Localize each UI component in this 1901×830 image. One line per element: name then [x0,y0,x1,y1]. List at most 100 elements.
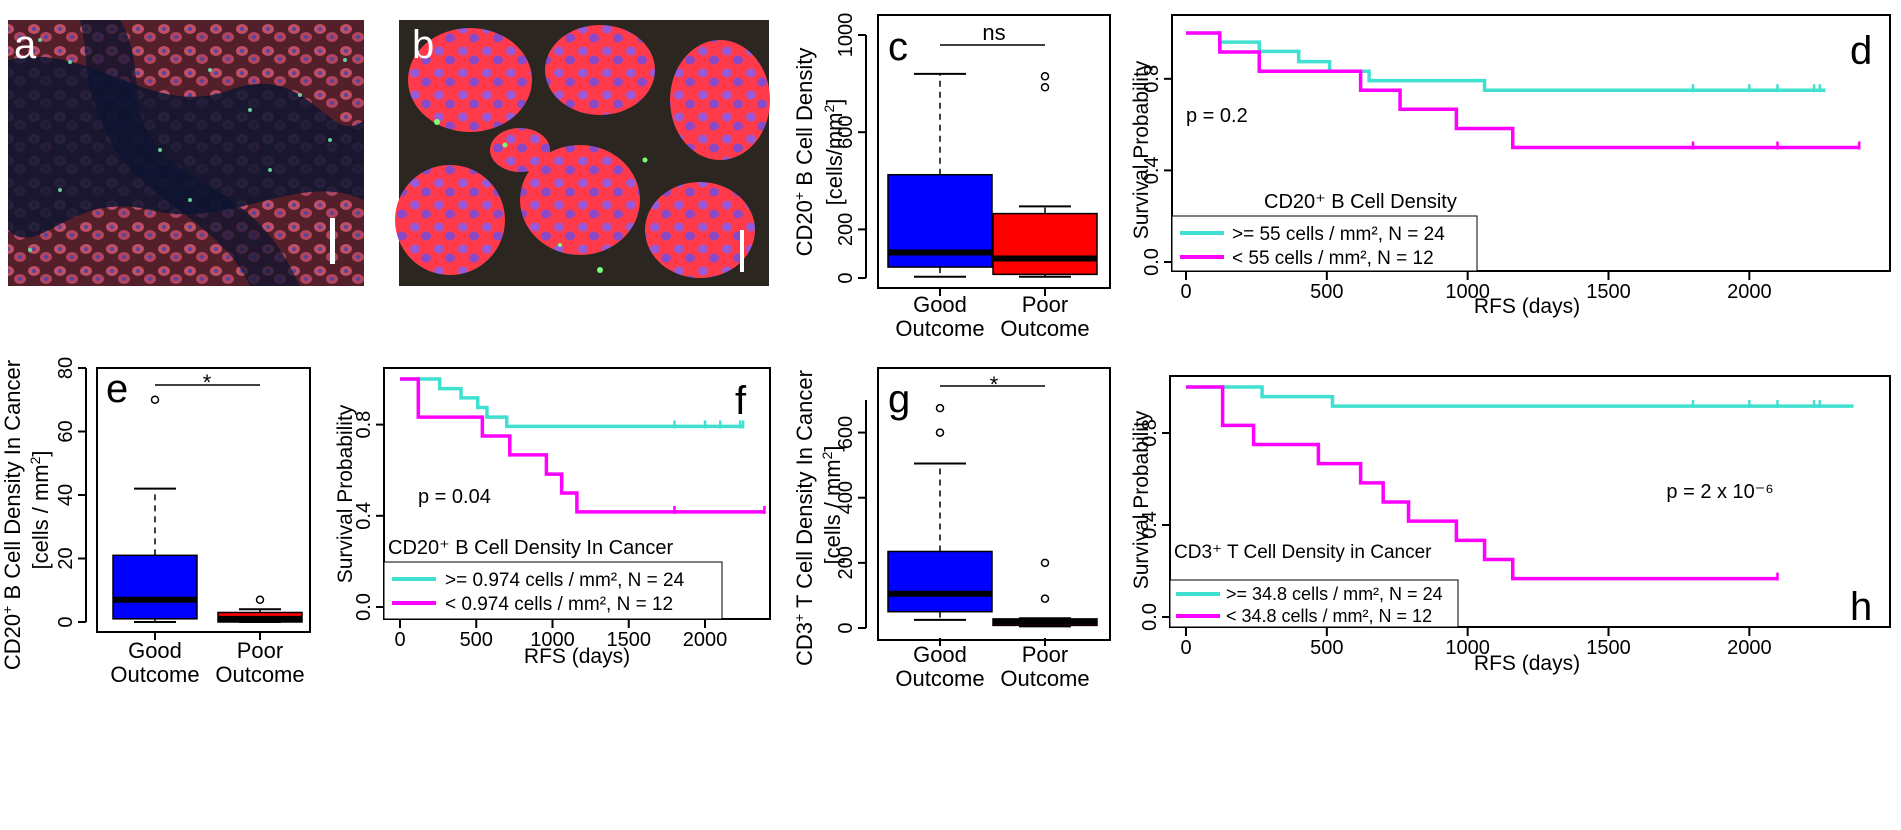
panel-h-xtick-label: 1500 [1586,637,1631,659]
panel-d-survival: d p = 0.2 CD20⁺ B Cell Density >= 55 cel… [1130,14,1891,318]
panel-c-ylabel-2: [cells/mm2] [821,99,847,206]
panel-e-category-label: Outcome [110,662,199,687]
panel-h-ytick-label: 0.4 [1139,511,1161,539]
panel-c-category-label: Good [913,292,967,317]
panel-f-xtick-label: 2000 [683,629,728,651]
panel-h-ytick-label: 0.8 [1139,419,1161,447]
panel-f-legend-2: < 0.974 cells / mm², N = 12 [445,594,673,615]
panel-e-letter: e [106,367,128,411]
panel-h-ytick-label: 0.0 [1139,603,1161,631]
panel-e-ytick-label: 80 [55,357,77,379]
panel-f-xtick-label: 1500 [607,629,652,651]
panel-e-box-good [112,554,198,620]
panel-h-curve-low [1186,385,1778,581]
panel-c-significance: ns [982,20,1005,45]
panel-d-xtick-label: 2000 [1727,281,1772,303]
panel-f-pvalue: p = 0.04 [418,486,491,508]
panel-h-xtick-label: 500 [1310,637,1343,659]
panel-h-legend-box [1169,579,1459,628]
panel-a-letter: a [14,23,37,67]
panel-f-xtick-label: 1000 [530,629,575,651]
panel-g-ytick-label: 600 [835,416,857,449]
panel-h-xlabel: RFS (days) [1474,652,1580,675]
panel-c-ytick-label: 0 [835,272,857,283]
panel-a-micrograph: a [8,20,364,286]
panel-d-xtick-label: 0 [1180,281,1191,303]
panel-g-ytick-label: 200 [835,546,857,579]
panel-g-outlier [1040,558,1050,568]
panel-d-pvalue: p = 0.2 [1186,105,1248,127]
panel-e-category-label: Good [128,638,182,663]
panel-c-category-label: Outcome [1000,316,1089,341]
panel-e-category-label: Poor [237,638,283,663]
panel-f-ytick-label: 0.4 [353,502,375,530]
panel-d-curve-low [1186,31,1860,150]
panel-c-category-label: Outcome [895,316,984,341]
panel-d-xtick-label: 1000 [1445,281,1490,303]
panel-d-ytick-label: 0.4 [1141,156,1163,184]
panel-g-outlier [935,403,945,413]
panel-f-legend-title: CD20⁺ B Cell Density In Cancer [388,537,673,559]
panel-b-micrograph: b [395,20,770,286]
panel-b-letter: b [412,23,434,67]
panel-d-curve-high [1186,31,1826,92]
panel-g-frame [877,367,1111,641]
panel-d-legend-2: < 55 cells / mm², N = 12 [1232,248,1434,269]
panel-d-ylabel: Survival Probability [1130,60,1153,239]
panel-e-outlier [255,595,265,605]
panel-h-survival: h p = 2 x 10⁻⁶ CD3⁺ T Cell Density in Ca… [1130,375,1891,675]
panel-g-ylabel-2: [cells / mm2] [819,445,845,564]
panel-e-ytick-label: 0 [55,616,77,627]
panel-h-letter: h [1850,585,1872,629]
panel-f-letter: f [735,379,747,423]
panel-h-xtick-label: 2000 [1727,637,1772,659]
panel-h-legend-1: >= 34.8 cells / mm², N = 24 [1226,584,1443,604]
panel-g-ytick-label: 400 [835,481,857,514]
panel-f-legend-box [383,561,723,620]
panel-e-ytick-label: 20 [55,547,77,569]
panel-d-legend-box [1171,215,1478,272]
panel-h-legend-2: < 34.8 cells / mm², N = 12 [1226,606,1432,626]
panel-g-category-label: Outcome [1000,666,1089,691]
panel-e-significance: * [203,370,212,395]
panel-c-box-poor [992,212,1098,276]
panel-e-ytick-label: 40 [55,484,77,506]
panel-g-significance: * [990,372,999,397]
panel-e-category-label: Outcome [215,662,304,687]
panel-g-box-good [887,550,993,613]
panel-h-pvalue: p = 2 x 10⁻⁶ [1666,481,1773,503]
panel-d-frame [1171,14,1891,272]
panel-f-ytick-label: 0.8 [353,411,375,439]
panel-c-letter: c [888,25,908,69]
panel-f-legend-1: >= 0.974 cells / mm², N = 24 [445,570,685,591]
panel-c-frame [877,14,1111,289]
panel-d-letter: d [1850,29,1872,73]
panel-g-outlier [935,428,945,437]
panel-e-ylabel-1: CD20+ B Cell Density In Cancer [0,360,25,670]
panel-h-frame [1169,375,1891,628]
panel-g-outlier [1040,594,1050,603]
panel-d-legend-1: >= 55 cells / mm², N = 24 [1232,224,1445,245]
panel-d-xtick-label: 500 [1310,281,1343,303]
panel-d-xlabel: RFS (days) [1474,295,1580,318]
panel-c-outlier [1040,72,1050,81]
panel-e-ylabel-2: [cells / mm2] [27,450,53,569]
panel-f-xtick-label: 500 [460,629,493,651]
panel-e-ytick-label: 60 [55,420,77,442]
panel-h-xtick-label: 0 [1180,637,1191,659]
panel-h-ylabel: Survival Probability [1130,410,1153,589]
panel-h-curve-high [1186,385,1854,408]
panel-f-curve-high [400,377,744,429]
panel-f-survival: f p = 0.04 CD20⁺ B Cell Density In Cance… [334,367,771,668]
panel-c-ytick-label: 600 [835,116,857,149]
panel-d-ytick-label: 0.8 [1141,65,1163,93]
panel-e-frame [96,367,311,633]
panel-c-ylabel-1: CD20+ B Cell Density [791,48,817,257]
panel-f-curve-low [400,377,765,514]
panel-h-legend-title: CD3⁺ T Cell Density in Cancer [1174,542,1432,563]
panel-c-category-label: Poor [1022,292,1068,317]
panel-g-ylabel-1: CD3+ T Cell Density In Cancer [791,370,817,666]
